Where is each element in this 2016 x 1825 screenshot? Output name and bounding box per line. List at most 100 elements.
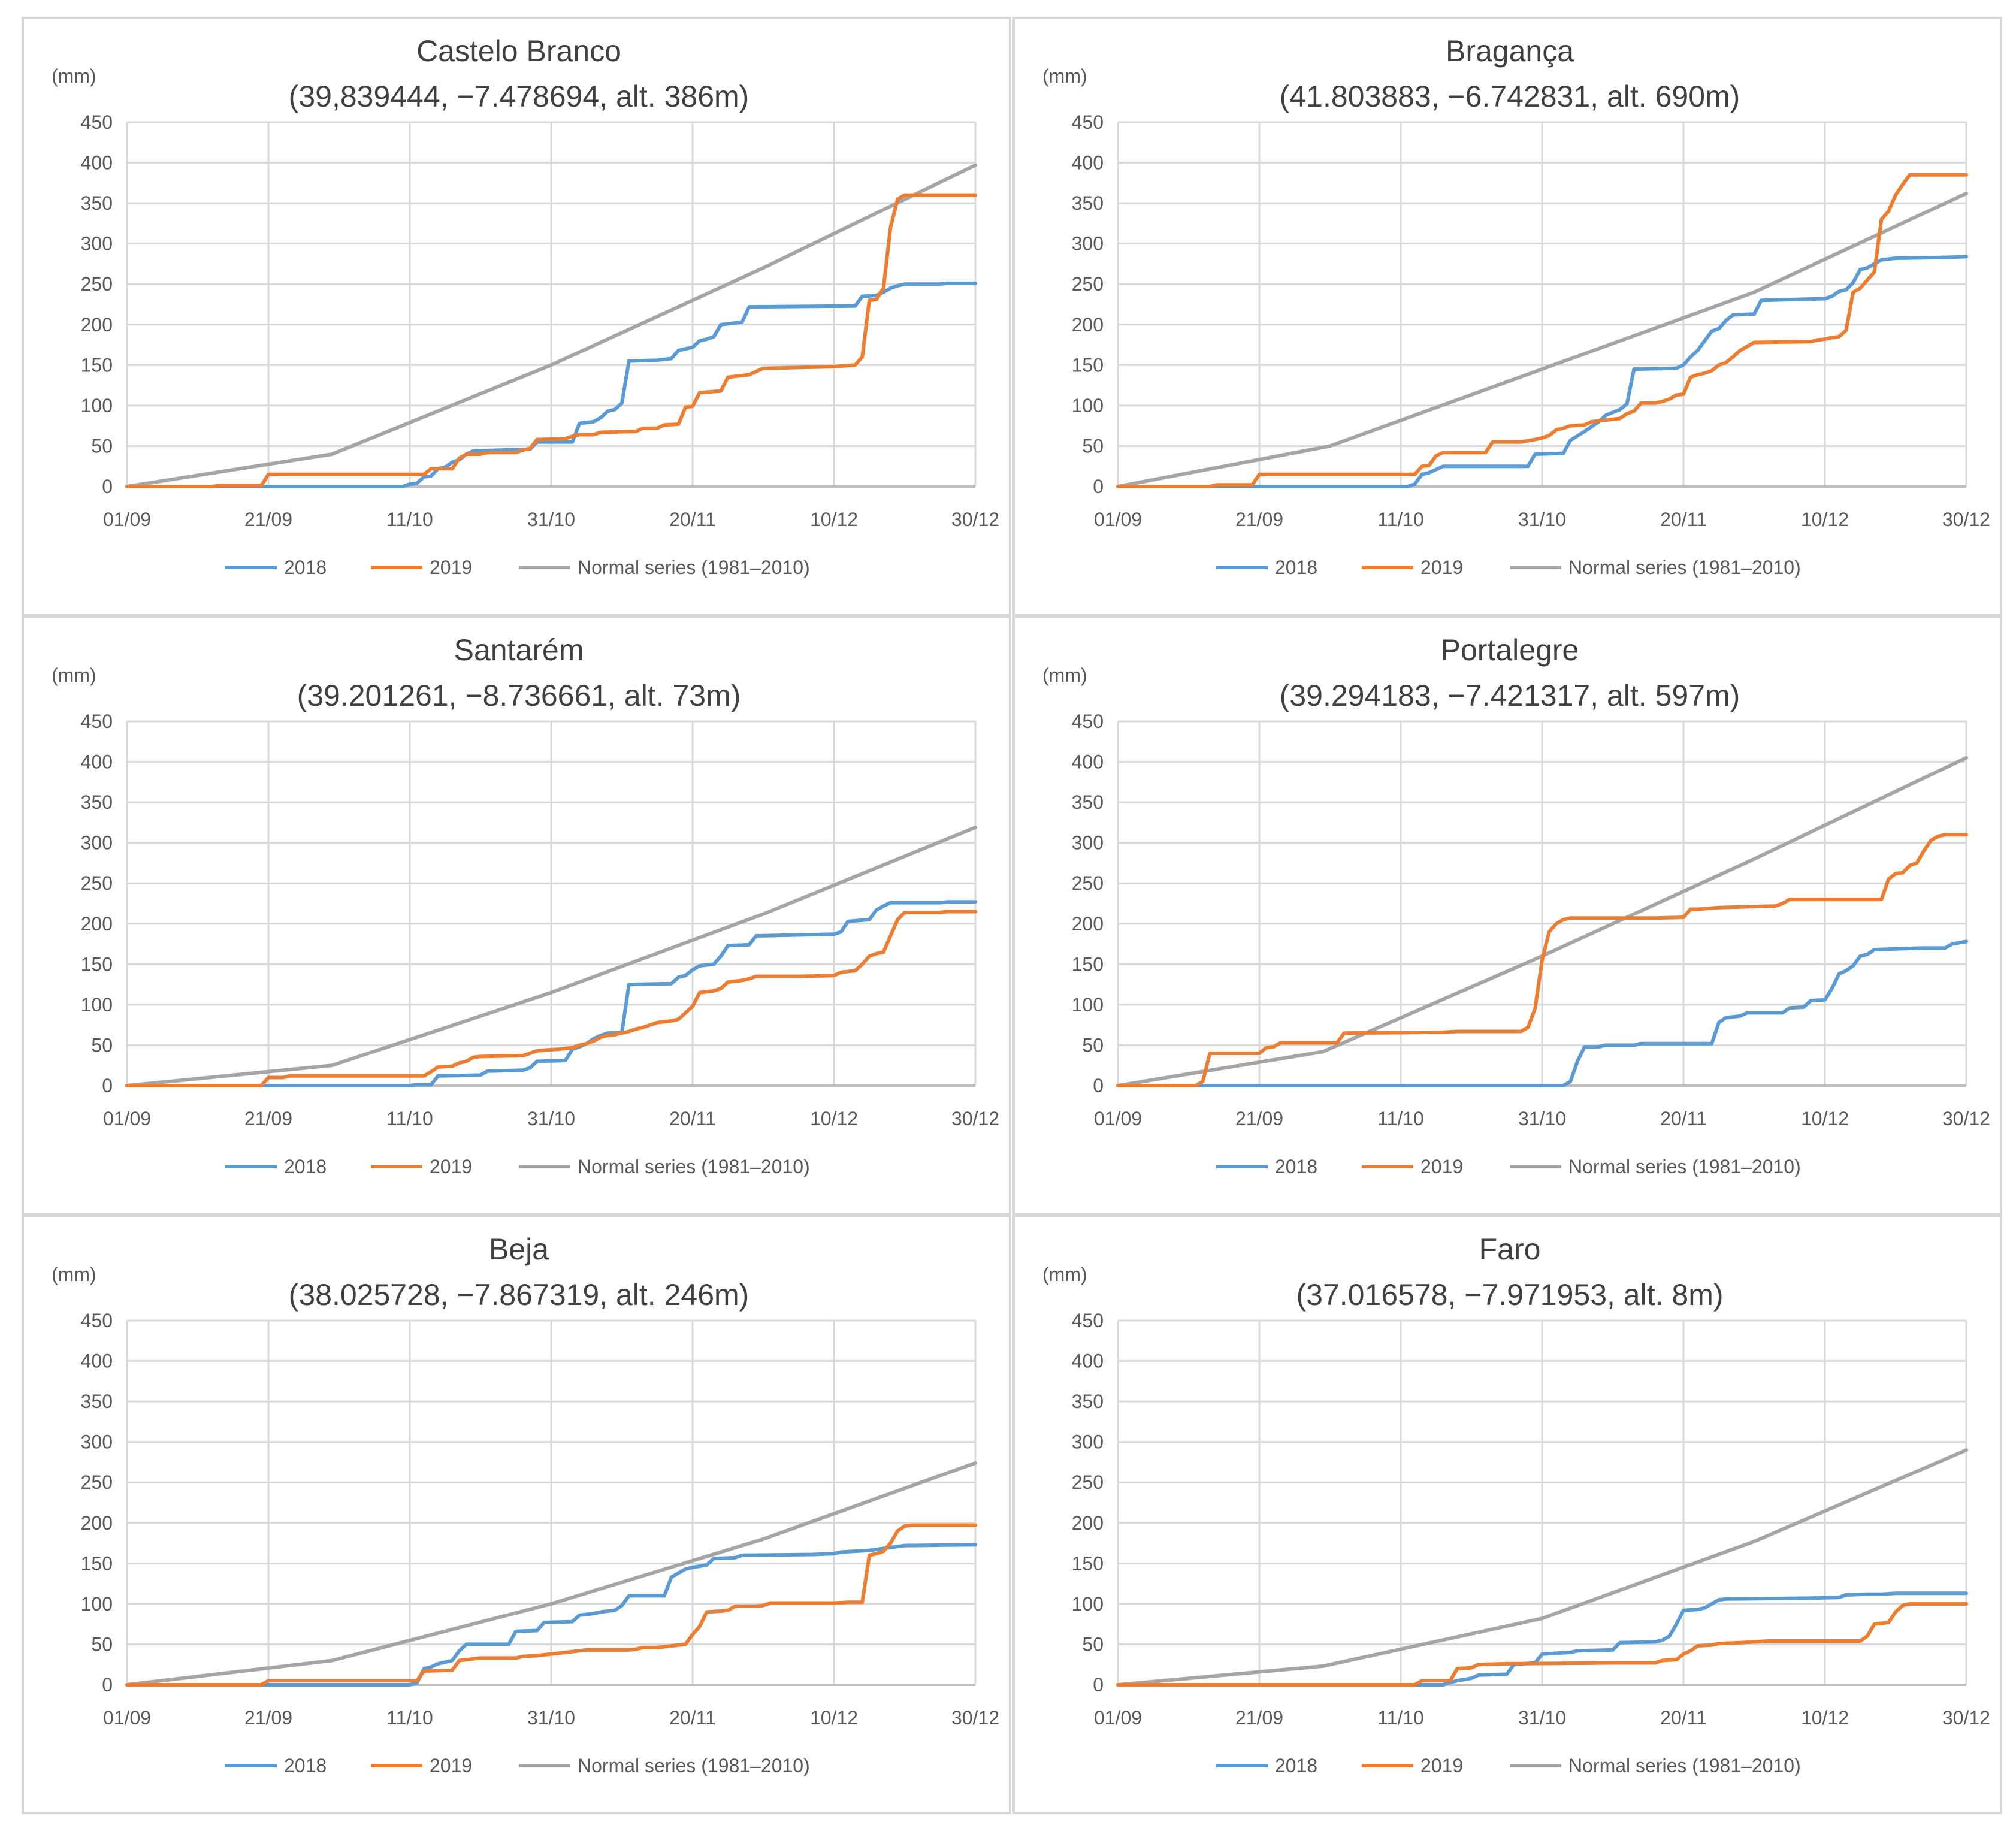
series-line-normal: [125, 826, 977, 1087]
legend-label-s2018: 2018: [1275, 557, 1317, 578]
x-tick-label: 10/12: [1801, 1108, 1849, 1129]
y-tick-label: 200: [81, 1512, 113, 1534]
chart-title: Bragança: [1446, 34, 1574, 68]
y-tick-label: 250: [81, 1472, 113, 1493]
y-axis-label: (mm): [1042, 1264, 1087, 1285]
y-tick-label: 150: [81, 953, 113, 975]
y-tick-label: 250: [1072, 273, 1104, 295]
series-line-s2019: [1116, 833, 1968, 1087]
chart-subtitle: (38.025728, −7.867319, alt. 246m): [289, 1278, 749, 1312]
x-tick-label: 31/10: [527, 1108, 575, 1129]
y-tick-label: 300: [81, 832, 113, 854]
legend-label-s2018: 2018: [284, 557, 327, 578]
x-tick-label: 30/12: [1942, 1707, 1990, 1729]
legend-label-s2019: 2019: [1420, 1755, 1463, 1776]
legend-label-normal: Normal series (1981–2010): [1568, 557, 1801, 578]
series-line-s2018: [1116, 939, 1968, 1087]
y-tick-label: 300: [1072, 1431, 1104, 1453]
y-tick-label: 200: [1072, 1512, 1104, 1534]
legend-label-normal: Normal series (1981–2010): [578, 1156, 810, 1177]
y-tick-label: 400: [1072, 152, 1104, 174]
x-tick-label: 20/11: [669, 1108, 716, 1129]
y-tick-label: 400: [81, 1350, 113, 1372]
x-tick-label: 21/09: [1235, 1108, 1283, 1129]
series-line-normal: [125, 1461, 977, 1687]
y-tick-label: 100: [1072, 994, 1104, 1016]
legend-label-s2019: 2019: [430, 1755, 472, 1776]
x-tick-label: 10/12: [810, 1108, 858, 1129]
legend-label-s2019: 2019: [1420, 557, 1463, 578]
y-tick-label: 400: [81, 152, 113, 174]
x-tick-label: 31/10: [527, 509, 575, 530]
chart-panel-braganca: Bragança (41.803883, −6.742831, alt. 690m…: [1012, 17, 2002, 616]
y-tick-label: 150: [1072, 1552, 1104, 1574]
x-tick-label: 21/09: [244, 1108, 292, 1129]
y-axis-label: (mm): [1042, 664, 1087, 686]
y-tick-label: 250: [81, 872, 113, 894]
y-tick-label: 300: [81, 1431, 113, 1453]
y-tick-label: 100: [81, 994, 113, 1016]
chart-panel-beja: Beja (38.025728, −7.867319, alt. 246m) (mm…: [22, 1215, 1011, 1814]
y-tick-label: 450: [1072, 111, 1104, 133]
y-tick-label: 0: [1093, 1674, 1104, 1696]
y-tick-label: 50: [1082, 435, 1104, 457]
y-tick-label: 150: [1072, 354, 1104, 376]
y-tick-label: 300: [1072, 233, 1104, 255]
x-tick-label: 31/10: [1518, 1707, 1566, 1729]
x-tick-label: 10/12: [1801, 509, 1849, 530]
chart-panel-portalegre: Portalegre (39.294183, −7.421317, alt. 59…: [1012, 616, 2002, 1215]
x-tick-label: 10/12: [810, 1707, 858, 1729]
series-line-normal: [1116, 1448, 1968, 1687]
chart-panel-faro: Faro (37.016578, −7.971953, alt. 8m) (mm) 0…: [1012, 1215, 2002, 1814]
y-tick-label: 200: [81, 314, 113, 336]
x-tick-label: 30/12: [951, 1108, 999, 1129]
y-tick-label: 200: [1072, 913, 1104, 935]
legend-label-s2019: 2019: [1420, 1156, 1463, 1177]
x-tick-label: 10/12: [810, 509, 858, 530]
y-tick-label: 150: [1072, 953, 1104, 975]
chart-svg: Beja (38.025728, −7.867319, alt. 246m) (mm…: [52, 1232, 999, 1776]
y-tick-label: 250: [1072, 872, 1104, 894]
x-tick-label: 01/09: [1094, 1707, 1142, 1729]
y-axis-label: (mm): [52, 65, 96, 87]
y-tick-label: 50: [91, 1633, 113, 1655]
y-tick-label: 100: [1072, 1593, 1104, 1615]
x-tick-label: 11/10: [1377, 1108, 1424, 1129]
x-tick-label: 11/10: [1377, 1707, 1424, 1729]
y-tick-label: 250: [81, 273, 113, 295]
x-tick-label: 21/09: [1235, 509, 1283, 530]
chart-svg: Bragança (41.803883, −6.742831, alt. 690m…: [1042, 34, 1990, 578]
x-tick-label: 01/09: [103, 509, 151, 530]
x-tick-label: 01/09: [103, 1108, 151, 1129]
y-tick-label: 100: [1072, 395, 1104, 416]
y-tick-label: 450: [1072, 1310, 1104, 1331]
series-line-s2019: [125, 1523, 977, 1687]
y-tick-label: 0: [1093, 1075, 1104, 1096]
y-axis-label: (mm): [52, 1264, 96, 1285]
y-tick-label: 50: [91, 1034, 113, 1056]
legend-label-s2019: 2019: [430, 557, 472, 578]
y-tick-label: 300: [81, 233, 113, 255]
y-tick-label: 300: [1072, 832, 1104, 854]
x-tick-label: 20/11: [1660, 509, 1707, 530]
chart-title: Castelo Branco: [416, 34, 621, 68]
y-tick-label: 200: [1072, 314, 1104, 336]
chart-svg: Castelo Branco (39,839444, −7.478694, alt…: [52, 34, 999, 578]
x-tick-label: 11/10: [386, 1707, 433, 1729]
series-line-s2019: [125, 193, 977, 488]
y-tick-label: 50: [1082, 1633, 1104, 1655]
y-tick-label: 200: [81, 913, 113, 935]
y-tick-label: 350: [81, 1391, 113, 1412]
y-tick-label: 150: [81, 354, 113, 376]
y-axis-label: (mm): [52, 664, 96, 686]
legend-label-normal: Normal series (1981–2010): [578, 557, 810, 578]
x-tick-label: 20/11: [1660, 1108, 1707, 1129]
legend-label-s2018: 2018: [284, 1755, 327, 1776]
legend-label-s2018: 2018: [284, 1156, 327, 1177]
legend-label-s2018: 2018: [1275, 1755, 1317, 1776]
chart-title: Portalegre: [1441, 633, 1579, 667]
y-tick-label: 400: [1072, 751, 1104, 773]
chart-subtitle: (41.803883, −6.742831, alt. 690m): [1280, 80, 1740, 113]
y-tick-label: 250: [1072, 1472, 1104, 1493]
legend-label-normal: Normal series (1981–2010): [1568, 1156, 1801, 1177]
